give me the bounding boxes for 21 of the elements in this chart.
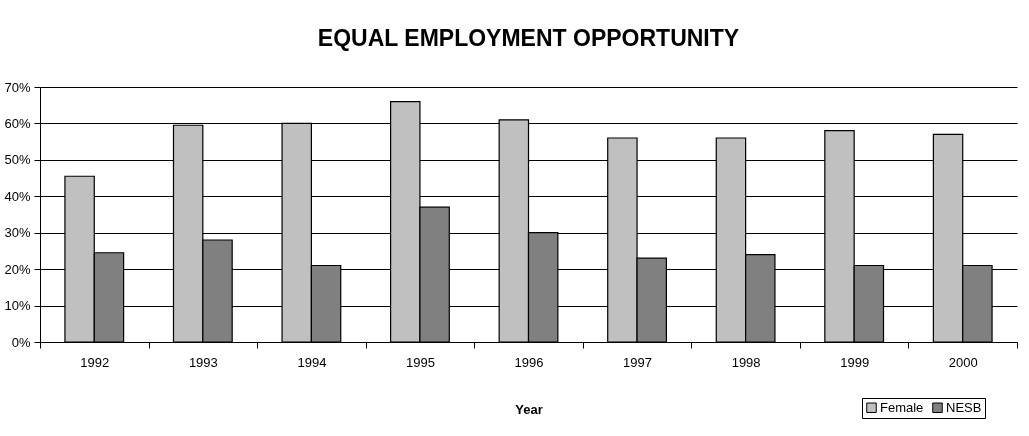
x-tick-label: 1999 <box>840 354 870 370</box>
x-tick-label: 1997 <box>623 354 653 370</box>
y-tick-label: 70% <box>4 79 31 95</box>
x-tick-label: 1994 <box>297 354 327 370</box>
y-tick-label: 10% <box>4 298 31 314</box>
x-tick-label: 1996 <box>514 354 544 370</box>
y-tick-label: 30% <box>4 225 31 241</box>
legend-label: Female <box>880 399 924 415</box>
x-tick-label: 1992 <box>80 354 110 370</box>
y-tick-label: 0% <box>11 334 31 350</box>
x-axis-title: Year <box>515 401 543 417</box>
legend-label: NESB <box>946 399 982 415</box>
x-tick-label: 1993 <box>188 354 218 370</box>
y-tick-label: 50% <box>4 152 31 168</box>
x-tick-label: 1998 <box>731 354 761 370</box>
y-tick-label: 20% <box>4 261 31 277</box>
x-tick-label: 1995 <box>405 354 435 370</box>
y-tick-label: 60% <box>4 115 31 131</box>
x-tick-label: 2000 <box>948 354 978 370</box>
chart-title: EQUAL EMPLOYMENT OPPORTUNITY <box>317 25 740 51</box>
y-tick-label: 40% <box>4 188 31 204</box>
